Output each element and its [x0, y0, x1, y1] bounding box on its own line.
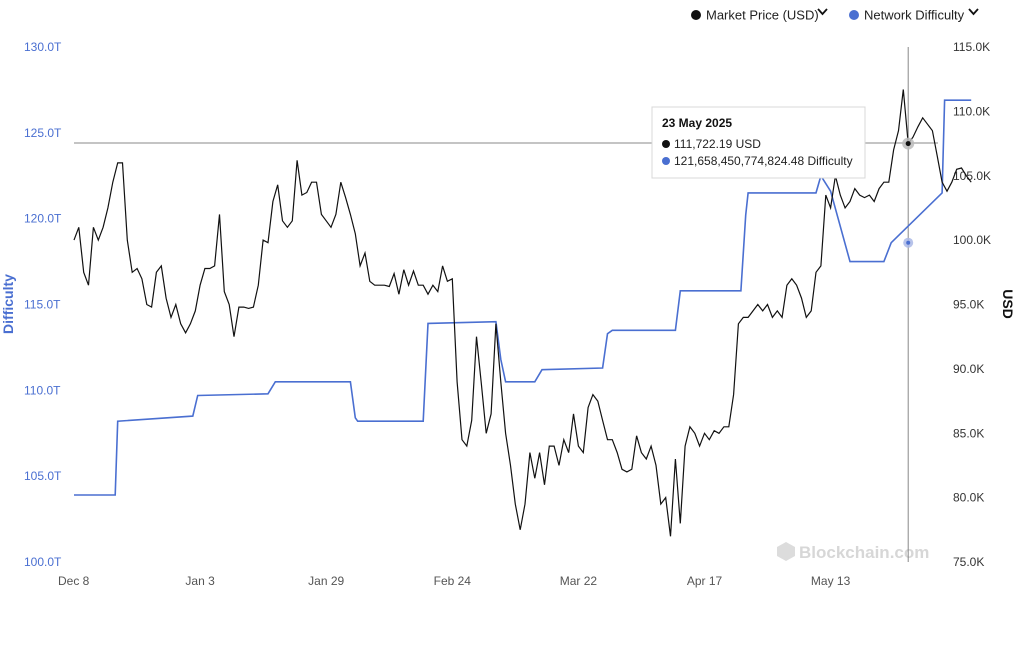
legend-item-network-difficulty[interactable]: Network Difficulty [849, 8, 979, 23]
y-left-tick-label: 110.0T [24, 383, 61, 397]
y-right-axis-title: USD [1000, 289, 1016, 319]
tooltip-price: 111,722.19 USD [674, 137, 761, 151]
y-left-tick-label: 100.0T [24, 555, 62, 569]
x-axis-ticks: Dec 8 Jan 3 Jan 29 Feb 24 Mar 22 Apr 17 May 13 [58, 574, 851, 588]
legend-label-market-price: Market Price (USD) [706, 8, 819, 23]
watermark: Blockchain.com [777, 542, 929, 562]
y-right-tick-label: 115.0K [953, 40, 990, 54]
tooltip-dot-difficulty [662, 157, 670, 165]
y-left-tick-label: 105.0T [24, 469, 62, 483]
y-left-tick-label: 125.0T [24, 126, 62, 140]
x-tick-label: Apr 17 [687, 574, 723, 588]
tooltip: 23 May 2025 111,722.19 USD 121,658,450,7… [651, 106, 866, 179]
blockchain-logo-icon [777, 542, 795, 561]
y-left-tick-label: 130.0T [24, 40, 62, 54]
y-right-tick-label: 85.0K [953, 426, 984, 440]
x-tick-label: Mar 22 [560, 574, 598, 588]
y-right-tick-label: 105.0K [953, 169, 991, 183]
tooltip-difficulty: 121,658,450,774,824.48 Difficulty [674, 154, 853, 168]
legend-dot-market-price [691, 10, 701, 20]
y-right-ticks: 75.0K 80.0K 85.0K 90.0K 95.0K 100.0K 105.0K 110… [953, 40, 991, 569]
chevron-down-icon[interactable] [968, 8, 979, 16]
x-tick-label: Jan 29 [308, 574, 344, 588]
series-line-market-price [73, 89, 972, 537]
y-right-tick-label: 95.0K [953, 298, 984, 312]
hover-marker-difficulty [906, 240, 911, 245]
tooltip-dot-price [662, 140, 670, 148]
x-tick-label: May 13 [811, 574, 851, 588]
y-right-tick-label: 75.0K [953, 555, 984, 569]
legend-label-network-difficulty: Network Difficulty [864, 8, 965, 23]
x-tick-label: Jan 3 [185, 574, 215, 588]
y-left-ticks: 100.0T 105.0T 110.0T 115.0T 120.0T 125.0T 130.… [24, 40, 62, 569]
legend-dot-network-difficulty [849, 10, 859, 20]
hover-marker-price [905, 141, 911, 147]
y-left-tick-label: 120.0T [24, 212, 62, 226]
series-line-network-difficulty [74, 99, 972, 496]
chevron-down-icon[interactable] [817, 8, 828, 16]
y-right-tick-label: 100.0K [953, 233, 991, 247]
y-right-tick-label: 80.0K [953, 491, 984, 505]
y-left-axis-title: Difficulty [0, 274, 16, 334]
tooltip-title: 23 May 2025 [662, 116, 732, 130]
y-right-tick-label: 110.0K [953, 104, 990, 118]
x-tick-label: Dec 8 [58, 574, 90, 588]
watermark-text: Blockchain.com [799, 543, 929, 562]
y-left-tick-label: 115.0T [24, 298, 61, 312]
y-right-tick-label: 90.0K [953, 362, 984, 376]
legend: Market Price (USD) Network Difficulty [691, 8, 979, 23]
tooltip-box [651, 106, 866, 179]
x-tick-label: Feb 24 [434, 574, 472, 588]
legend-item-market-price[interactable]: Market Price (USD) [691, 8, 828, 23]
